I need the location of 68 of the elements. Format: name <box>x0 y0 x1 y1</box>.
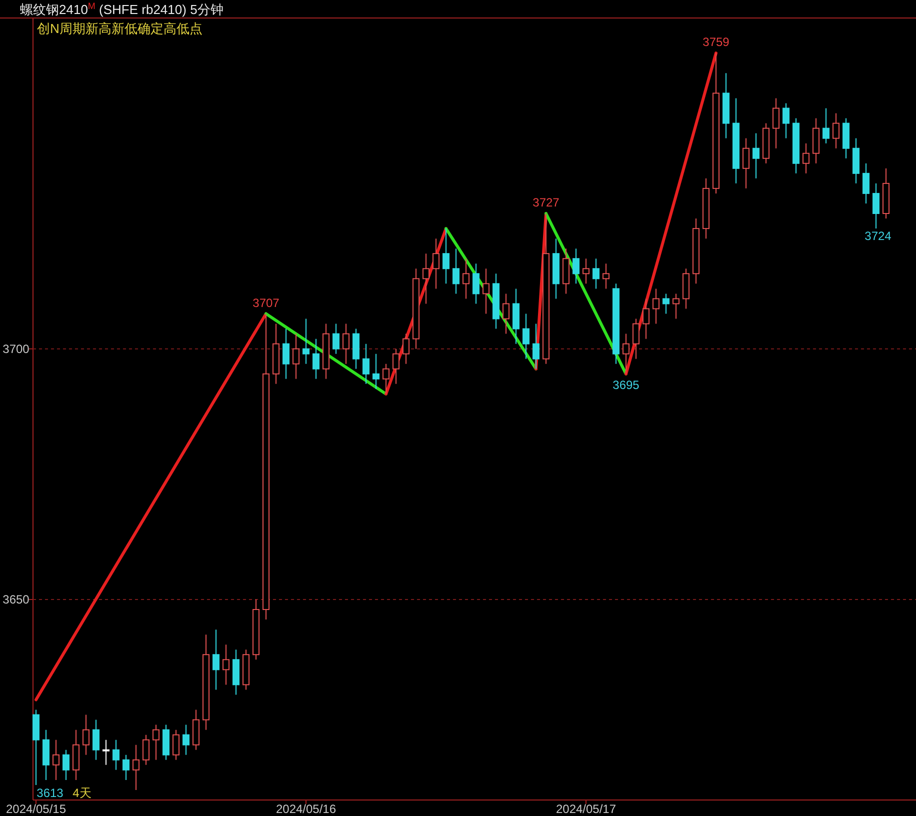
candlestick <box>572 248 580 284</box>
candlestick <box>332 323 340 354</box>
data-label: 3727 <box>532 196 560 210</box>
candlestick <box>112 739 120 770</box>
candlestick <box>632 318 640 360</box>
candlestick <box>302 318 310 364</box>
candlestick <box>672 293 680 320</box>
candlestick <box>142 734 150 766</box>
candlestick <box>802 142 810 174</box>
candlestick <box>62 749 70 780</box>
candlestick <box>872 182 880 230</box>
y-tick-label: 3700 <box>2 342 30 356</box>
candlestick <box>662 293 670 314</box>
candlestick <box>462 258 470 300</box>
candlestick <box>372 353 380 390</box>
candlestick <box>362 343 370 384</box>
chart-title: 螺纹钢2410$^{M}$ (SHFE rb2410) 5分钟 <box>20 1 224 17</box>
candlestick <box>292 333 300 380</box>
candlestick <box>442 228 450 284</box>
candlestick <box>402 333 410 364</box>
candlestick <box>92 719 100 760</box>
annotation: 3613 <box>36 786 64 800</box>
x-tick-label: 2024/05/15 <box>6 802 66 816</box>
candlestick <box>582 258 590 284</box>
annotation: 3724 <box>864 229 892 243</box>
candlestick <box>222 644 230 686</box>
candlestick <box>602 263 610 290</box>
candlestick <box>782 102 790 139</box>
candlestick <box>382 363 390 394</box>
candlestick <box>862 162 870 204</box>
candlestick <box>432 238 440 290</box>
chart-subtitle: 创N周期新高新低确定高低点 <box>37 21 202 36</box>
candlestick <box>152 724 160 760</box>
candlestick <box>182 724 190 756</box>
candlestick <box>82 714 90 756</box>
candlestick <box>122 754 130 780</box>
candlestick <box>132 744 140 790</box>
data-label: 3759 <box>702 35 730 50</box>
candlestick <box>212 629 220 690</box>
candlestick <box>392 348 400 384</box>
candlestick <box>282 328 290 380</box>
annotation: 4天 <box>72 786 92 800</box>
candlestick <box>342 323 350 364</box>
candlestick <box>522 313 530 360</box>
candlestick <box>102 739 110 766</box>
candlestick <box>822 108 830 144</box>
candlestick <box>622 333 630 374</box>
candlestick <box>832 112 840 149</box>
candlestick <box>592 258 600 290</box>
candlestick <box>312 338 320 380</box>
candlestick <box>772 98 780 149</box>
candlestick <box>752 132 760 179</box>
y-tick-label: 3650 <box>2 592 30 606</box>
x-tick-label: 2024/05/17 <box>556 802 616 816</box>
candlestick <box>532 323 540 370</box>
candlestick <box>422 253 430 304</box>
candlestick <box>52 739 60 780</box>
x-tick-label: 2024/05/16 <box>276 802 336 816</box>
candlestick <box>472 263 480 304</box>
candlestick <box>652 288 660 324</box>
candlestick <box>742 138 750 189</box>
candlestick <box>482 268 490 314</box>
candlestick <box>502 293 510 334</box>
candlestick <box>172 729 180 760</box>
candlestick <box>452 248 460 294</box>
data-label: 3707 <box>252 296 280 310</box>
candlestick <box>642 298 650 340</box>
data-label: 3695 <box>612 378 640 392</box>
